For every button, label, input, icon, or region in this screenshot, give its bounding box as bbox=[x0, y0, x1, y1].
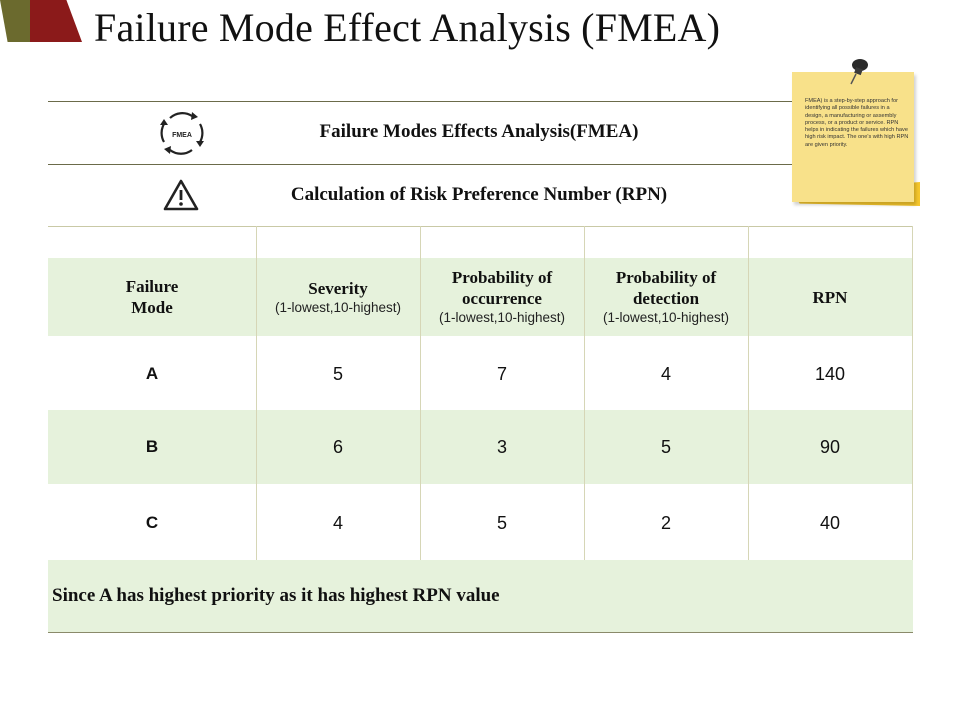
header-occurrence: Probability of occurrence (1-lowest,10-h… bbox=[420, 258, 584, 336]
header-title: RPN bbox=[812, 287, 848, 307]
cycle-arrows-icon: FMEA bbox=[156, 108, 208, 163]
warning-triangle-icon bbox=[162, 178, 200, 217]
header-detection: Probability of detection (1-lowest,10-hi… bbox=[584, 258, 748, 336]
corner-decoration-red bbox=[30, 0, 82, 42]
sticky-note bbox=[792, 72, 914, 202]
table-top-border bbox=[48, 226, 913, 227]
header-title: Failure Mode bbox=[125, 277, 179, 317]
header-band bbox=[48, 258, 913, 336]
occurrence-cell: 3 bbox=[496, 436, 507, 457]
pushpin-icon bbox=[846, 56, 870, 91]
divider bbox=[48, 164, 818, 165]
header-severity: Severity (1-lowest,10-highest) bbox=[256, 258, 420, 336]
header-title: Probability of occurrence bbox=[451, 268, 553, 308]
rpn-cell: 140 bbox=[814, 363, 846, 384]
rpn-row-title: Calculation of Risk Preference Number (R… bbox=[290, 184, 668, 205]
failure-mode-cell: B bbox=[145, 437, 159, 456]
page-title: Failure Mode Effect Analysis (FMEA) bbox=[94, 5, 721, 50]
failure-mode-cell: C bbox=[145, 513, 159, 532]
footer-band bbox=[48, 560, 913, 632]
rpn-cell: 40 bbox=[819, 512, 841, 533]
header-scale: (1-lowest,10-highest) bbox=[438, 310, 566, 325]
severity-cell: 5 bbox=[332, 363, 343, 384]
detection-cell: 4 bbox=[660, 363, 671, 384]
occurrence-cell: 7 bbox=[496, 363, 507, 384]
column-divider bbox=[912, 226, 913, 560]
header-failure-mode: Failure Mode bbox=[48, 258, 256, 336]
fmea-row-title: Failure Modes Effects Analysis(FMEA) bbox=[319, 121, 639, 142]
sticky-note-text: FMEA) is a step-by-step approach for ide… bbox=[805, 98, 909, 148]
svg-text:FMEA: FMEA bbox=[172, 132, 192, 139]
header-rpn: RPN bbox=[748, 258, 912, 336]
detection-cell: 5 bbox=[660, 436, 671, 457]
column-divider bbox=[748, 226, 749, 560]
header-scale: (1-lowest,10-highest) bbox=[602, 310, 730, 325]
column-divider bbox=[584, 226, 585, 560]
severity-cell: 6 bbox=[332, 436, 343, 457]
header-title: Severity bbox=[308, 278, 368, 298]
table-footer-note: Since A has highest priority as it has h… bbox=[52, 585, 500, 606]
rpn-cell: 90 bbox=[819, 436, 841, 457]
row-band bbox=[48, 410, 913, 484]
failure-mode-cell: A bbox=[145, 364, 159, 383]
header-title: Probability of detection bbox=[615, 268, 717, 308]
divider bbox=[48, 101, 818, 102]
column-divider bbox=[420, 226, 421, 560]
table-bottom-border bbox=[48, 632, 913, 633]
occurrence-cell: 5 bbox=[496, 512, 507, 533]
severity-cell: 4 bbox=[332, 512, 343, 533]
column-divider bbox=[256, 226, 257, 560]
detection-cell: 2 bbox=[660, 512, 671, 533]
header-scale: (1-lowest,10-highest) bbox=[274, 299, 402, 315]
